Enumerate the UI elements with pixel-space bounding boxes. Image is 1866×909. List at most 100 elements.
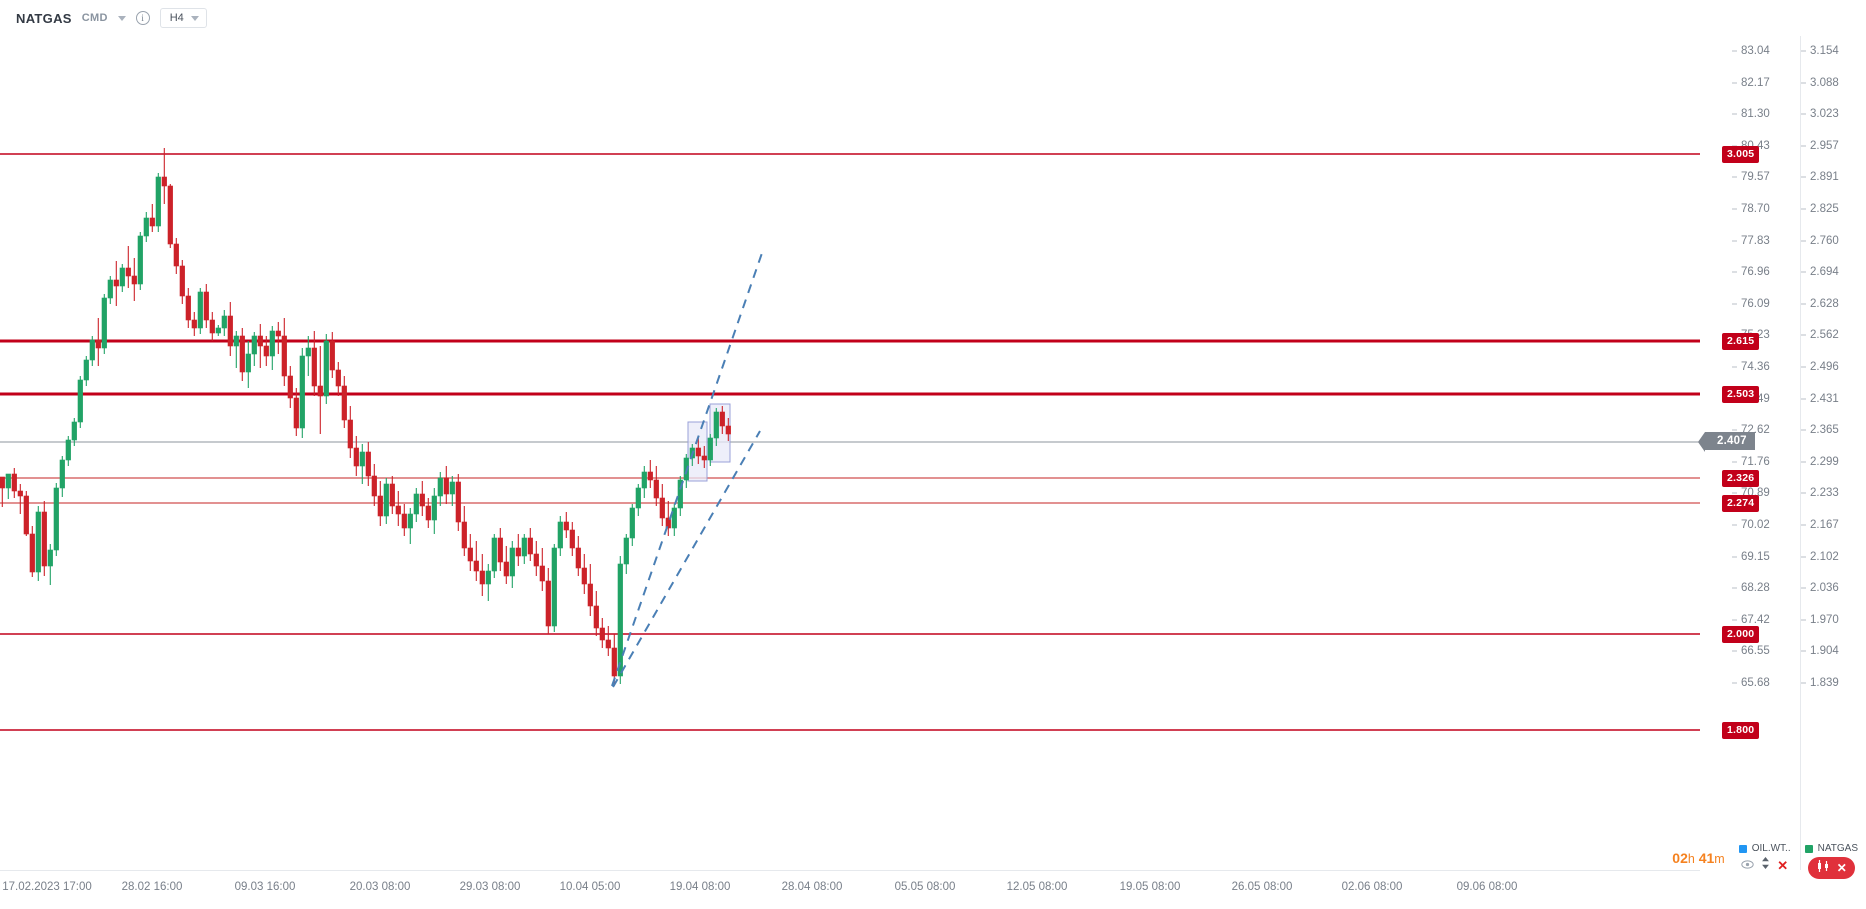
symbol-source[interactable]: CMD: [81, 12, 108, 24]
candle-body: [413, 493, 419, 515]
price-level-tag[interactable]: 3.005: [1722, 146, 1760, 163]
candle-body: [113, 279, 119, 287]
candle-body: [563, 521, 569, 531]
price-level-tag[interactable]: 1.800: [1722, 722, 1760, 739]
candle-body: [479, 570, 485, 585]
time-tick: 09.03 16:00: [234, 881, 296, 893]
candle-body: [455, 481, 461, 523]
active-instrument-badge[interactable]: ✕: [1807, 857, 1855, 879]
candle-body: [227, 315, 233, 347]
legend-controls: ✕: [1741, 857, 1788, 873]
candle-body: [5, 473, 11, 489]
time-tick: 02.06 08:00: [1341, 881, 1403, 893]
chart-legend: 02h 41m OIL.WT.. ✕ NATGAS: [1672, 843, 1858, 879]
candle-body: [143, 217, 149, 237]
candle-body: [515, 547, 521, 557]
candle-body: [305, 347, 311, 357]
price-tick-left: 65.68: [1732, 677, 1770, 689]
price-axis[interactable]: 83.043.15482.173.08881.303.02380.432.957…: [1698, 36, 1866, 870]
candle-body: [215, 327, 221, 334]
chart-canvas: [0, 148, 1700, 731]
chevron-down-icon: [190, 15, 199, 21]
chart-plot-area[interactable]: [0, 36, 1700, 870]
channel-upper[interactable]: [611, 252, 763, 687]
price-tick-right: 2.233: [1801, 487, 1839, 499]
candle-body: [245, 353, 251, 373]
timeframe-selector[interactable]: H4: [159, 8, 207, 28]
sort-updown-icon[interactable]: [1761, 857, 1770, 873]
candle-body: [275, 330, 281, 337]
candle-body: [167, 185, 173, 245]
price-tick-right: 3.023: [1801, 108, 1839, 120]
time-tick: 20.03 08:00: [349, 881, 411, 893]
time-tick: 26.05 08:00: [1231, 881, 1293, 893]
channel-lower[interactable]: [612, 430, 761, 688]
price-tick-right: 2.891: [1801, 171, 1839, 183]
candle-body: [233, 335, 239, 347]
candle-body: [497, 537, 503, 563]
candle-body: [197, 291, 203, 329]
candle-body: [269, 330, 275, 357]
price-tick-right: 2.825: [1801, 203, 1839, 215]
candle-body: [533, 553, 539, 567]
price-tick-right: 2.694: [1801, 266, 1839, 278]
time-tick: 29.03 08:00: [459, 881, 521, 893]
candle-body: [389, 483, 395, 507]
candle-body: [551, 547, 557, 627]
candle-body: [719, 411, 725, 427]
candle-body: [17, 490, 23, 497]
candle-body: [593, 605, 599, 629]
instrument-label[interactable]: NATGAS: [1817, 843, 1858, 854]
candle-body: [545, 580, 551, 627]
candle-body: [503, 561, 509, 577]
time-axis[interactable]: 17.02.2023 17:00 28.02 16:00 09.03 16:00 20…: [0, 870, 1866, 909]
candle-body: [491, 537, 497, 572]
candle-body: [221, 315, 227, 329]
candle-body: [53, 487, 59, 551]
price-level-tag[interactable]: 2.326: [1722, 470, 1760, 487]
price-tick-right: 2.496: [1801, 361, 1839, 373]
trendline-channel: [611, 252, 763, 688]
candle-body: [527, 537, 533, 555]
candle-body: [287, 375, 293, 399]
candle-body: [635, 487, 641, 509]
close-icon[interactable]: ✕: [1836, 861, 1847, 875]
candle-body: [335, 369, 341, 387]
candle-body: [539, 565, 545, 582]
symbol-name[interactable]: NATGAS: [16, 10, 72, 26]
price-tick-left: 82.17: [1732, 77, 1770, 89]
price-tick-right: 1.904: [1801, 645, 1839, 657]
candlestick-series: [0, 148, 731, 686]
price-tick-right: 2.431: [1801, 393, 1839, 405]
bar-countdown: 02h 41m: [1672, 843, 1724, 866]
candle-body: [611, 647, 617, 677]
candle-body: [605, 639, 611, 649]
candle-body: [185, 295, 191, 321]
candle-body: [641, 471, 647, 489]
candle-body: [83, 359, 89, 381]
eye-icon[interactable]: [1741, 857, 1754, 873]
price-tick-right: 2.957: [1801, 140, 1839, 152]
candle-body: [311, 347, 317, 387]
legend-item-natgas: NATGAS ✕: [1804, 843, 1858, 879]
candle-body: [251, 335, 257, 355]
color-swatch: [1738, 844, 1747, 853]
price-level-tag[interactable]: 2.503: [1722, 386, 1760, 403]
info-circle-icon[interactable]: i: [135, 11, 150, 25]
price-level-tag[interactable]: 2.274: [1722, 495, 1760, 512]
price-level-tag[interactable]: 2.000: [1722, 626, 1760, 643]
candle-body: [11, 473, 17, 492]
candle-body: [671, 507, 677, 529]
candle-body: [509, 547, 515, 577]
candle-body: [695, 447, 701, 457]
price-tick-left: 81.30: [1732, 108, 1770, 120]
chevron-down-icon[interactable]: [117, 15, 126, 21]
instrument-label[interactable]: OIL.WT..: [1751, 843, 1791, 854]
candle-body: [431, 495, 437, 521]
price-level-tag[interactable]: 2.615: [1722, 333, 1760, 350]
candle-body: [281, 335, 287, 377]
candlestick-icon[interactable]: [1816, 860, 1830, 876]
close-icon[interactable]: ✕: [1777, 857, 1789, 873]
candle-body: [323, 340, 329, 397]
